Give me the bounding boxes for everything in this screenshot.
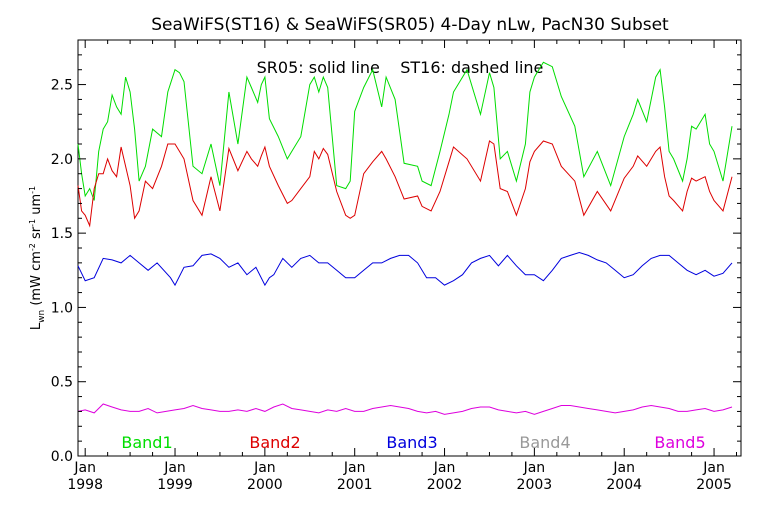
series-line-band3 [77, 251, 733, 287]
x-tick-month-label: Jan [612, 460, 635, 476]
legend-entry-band5: Band5 [654, 433, 705, 452]
y-tick-label: 1.5 [51, 226, 73, 242]
x-tick-month-label: Jan [523, 460, 546, 476]
line-style-annotation: SR05: solid line ST16: dashed line [257, 58, 544, 77]
legend-entry-band1: Band1 [121, 433, 172, 452]
y-tick-label: 1.0 [51, 300, 73, 316]
y-axis-label-units-rest: sr [29, 226, 44, 243]
x-tick-year-label: 2000 [247, 477, 283, 493]
y-tick-label: 0.0 [51, 449, 73, 465]
y-axis-label: Lwn (mW cm-2 sr-1 um-1 [28, 186, 47, 330]
legend-entry-band2: Band2 [249, 433, 300, 452]
x-tick-month-label: Jan [433, 460, 456, 476]
x-tick-year-label: 1999 [157, 477, 193, 493]
x-tick-month-label: Jan [253, 460, 276, 476]
svg-text:Lwn (mW cm-2 sr-1 um-1: Lwn (mW cm-2 sr-1 um-1 [28, 186, 47, 330]
legend-entry-band4: Band4 [519, 433, 570, 452]
plot-frame [77, 39, 742, 457]
x-tick-year-label: 2001 [337, 477, 373, 493]
y-axis-label-units-end: um [29, 194, 44, 219]
legend-layer: Band1 Band2 Band3 Band4 Band5 [121, 433, 705, 452]
chart-title: SeaWiFS(ST16) & SeaWiFS(SR05) 4-Day nLw,… [151, 15, 669, 35]
x-tick-year-label: 2005 [696, 477, 732, 493]
y-tick-label: 2.5 [51, 78, 73, 94]
y-axis-label-sup: -2 [28, 243, 37, 251]
x-tick-year-label: 2003 [517, 477, 553, 493]
y-tick-label: 2.0 [51, 152, 73, 168]
x-tick-year-label: 1998 [67, 477, 103, 493]
y-axis-label-sup3: -1 [28, 186, 37, 194]
series-line-band5 [77, 403, 733, 415]
series-layer [77, 61, 733, 415]
x-tick-year-label: 2004 [606, 477, 642, 493]
y-axis-label-sup2: -1 [28, 219, 37, 227]
x-tick-month-label: Jan [73, 460, 96, 476]
x-tick-month-label: Jan [702, 460, 725, 476]
x-tick-year-label: 2002 [427, 477, 463, 493]
y-axis-label-sub: wn [37, 310, 47, 323]
series-line-band1 [77, 61, 733, 201]
series-line-band2 [77, 140, 733, 228]
legend-entry-band3: Band3 [386, 433, 437, 452]
y-tick-label: 0.5 [51, 375, 73, 391]
y-axis-label-main: L [29, 322, 44, 330]
axis-layer: 0.00.51.01.52.02.5Jan1998Jan1999Jan2000J… [51, 40, 741, 493]
x-tick-month-label: Jan [163, 460, 186, 476]
y-axis-label-units: (mW cm [29, 251, 44, 306]
x-tick-month-label: Jan [343, 460, 366, 476]
